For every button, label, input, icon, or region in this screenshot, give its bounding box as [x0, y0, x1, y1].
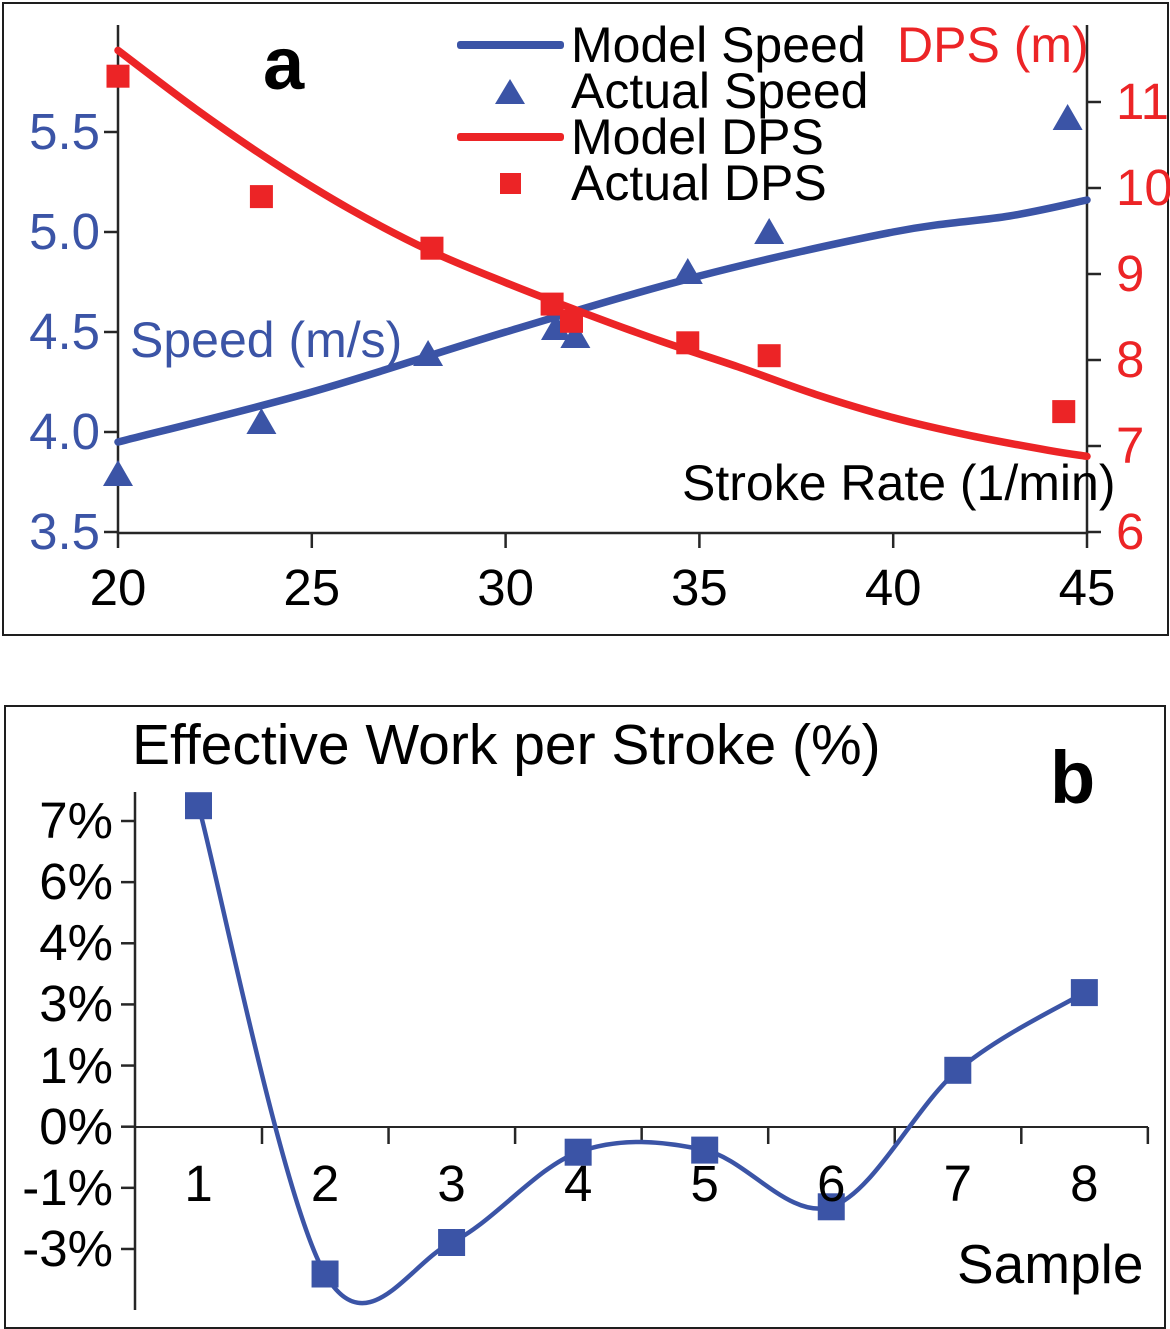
data-point-triangle	[672, 258, 703, 284]
data-point-square	[691, 1136, 719, 1164]
data-point-square	[676, 331, 700, 355]
percent-tick-label: -1%	[22, 1158, 113, 1216]
chart-b-title: Effective Work per Stroke (%)	[132, 713, 881, 777]
data-point-square	[817, 1193, 845, 1221]
dps-tick-label: 11	[1116, 73, 1169, 130]
speed-tick-label: 4.5	[29, 303, 100, 360]
model-dps-line-icon	[456, 133, 564, 141]
legend-label: Model Speed	[571, 17, 866, 73]
percent-tick-label: 1%	[39, 1036, 113, 1094]
model-speed-curve	[114, 196, 1091, 446]
effective-work-curve	[196, 803, 1087, 1306]
data-point-square	[757, 344, 781, 368]
panel-a-label: a	[263, 22, 305, 105]
data-point-square	[944, 1056, 972, 1084]
chart-a-canvas	[103, 25, 1101, 548]
legend-item-actual-dps: Actual DPS	[449, 155, 868, 211]
sample-tick-label: 3	[437, 1155, 466, 1212]
data-point-triangle	[1052, 104, 1083, 130]
data-point-square	[438, 1229, 466, 1256]
stroke-rate-tick-label: 45	[1058, 559, 1116, 616]
dps-tick-label: 9	[1116, 245, 1145, 302]
legend-label: Actual DPS	[571, 155, 827, 211]
speed-tick-label: 5.5	[29, 103, 100, 160]
chart-b-canvas	[121, 792, 1150, 1310]
data-point-triangle	[540, 314, 571, 340]
model-speed-line-icon	[456, 41, 564, 49]
legend: Model Speed Actual Speed Model DPS Actua…	[449, 17, 869, 211]
sample-tick-label: 6	[817, 1155, 846, 1212]
data-point-square	[420, 236, 444, 260]
data-point-square	[1052, 400, 1076, 424]
stroke-rate-tick-label: 25	[283, 559, 341, 616]
percent-tick-label: 7%	[39, 792, 113, 849]
legend-label: Model DPS	[571, 109, 824, 165]
data-point-triangle	[413, 340, 444, 366]
sample-tick-label: 1	[184, 1155, 213, 1212]
dps-tick-label: 10	[1116, 159, 1170, 216]
legend-label: Actual Speed	[571, 63, 869, 119]
speed-tick-label: 5.0	[29, 203, 100, 260]
dps-tick-label: 8	[1116, 331, 1145, 388]
stroke-rate-tick-label: 20	[89, 559, 147, 616]
panel-b-label: b	[1050, 736, 1096, 819]
data-point-square	[564, 1138, 592, 1166]
data-point-triangle	[103, 460, 133, 486]
sample-tick-label: 7	[943, 1155, 972, 1212]
percent-tick-label: 3%	[39, 975, 113, 1033]
stroke-rate-tick-label: 40	[864, 559, 922, 616]
percent-tick-label: 4%	[39, 914, 113, 972]
stroke-rate-axis-title: Stroke Rate (1/min)	[682, 455, 1116, 511]
data-point-triangle	[754, 218, 785, 244]
data-point-square	[1070, 979, 1098, 1007]
data-point-square	[249, 185, 273, 209]
percent-tick-label: 0%	[39, 1097, 113, 1155]
sample-tick-label: 4	[563, 1155, 593, 1212]
model-dps-curve	[114, 46, 1091, 461]
actual-dps-square-icon	[499, 172, 521, 194]
dps-axis-title: DPS (m)	[897, 17, 1089, 73]
data-point-square	[106, 64, 130, 88]
speed-tick-label: 3.5	[29, 503, 100, 560]
dps-tick-label: 6	[1116, 503, 1145, 560]
stroke-rate-tick-label: 30	[477, 559, 534, 616]
percent-tick-label: -3%	[22, 1219, 113, 1277]
panel-b: Effective Work per Stroke (%) b Sample 7…	[4, 705, 1166, 1329]
dps-tick-label: 7	[1116, 417, 1145, 474]
data-point-square	[540, 292, 564, 316]
actual-speed-triangle-icon	[495, 78, 525, 104]
data-point-square	[185, 792, 212, 820]
speed-tick-label: 4.0	[29, 403, 100, 460]
sample-tick-label: 2	[310, 1155, 340, 1212]
legend-item-model-speed: Model Speed	[449, 17, 868, 73]
sample-tick-label: 8	[1070, 1155, 1099, 1212]
data-point-triangle	[246, 408, 277, 434]
legend-item-model-dps: Model DPS	[449, 109, 868, 165]
panel-a: a Speed (m/s) DPS (m) Stroke Rate (1/min…	[2, 2, 1170, 636]
stroke-rate-tick-label: 35	[671, 559, 728, 616]
legend-item-actual-speed: Actual Speed	[449, 63, 869, 119]
speed-axis-title: Speed (m/s)	[130, 312, 403, 368]
data-point-triangle	[560, 322, 591, 348]
data-point-square	[311, 1260, 339, 1288]
sample-tick-label: 5	[690, 1155, 719, 1212]
data-point-square	[559, 309, 583, 333]
sample-axis-title: Sample	[957, 1233, 1144, 1295]
percent-tick-label: 6%	[39, 853, 113, 911]
